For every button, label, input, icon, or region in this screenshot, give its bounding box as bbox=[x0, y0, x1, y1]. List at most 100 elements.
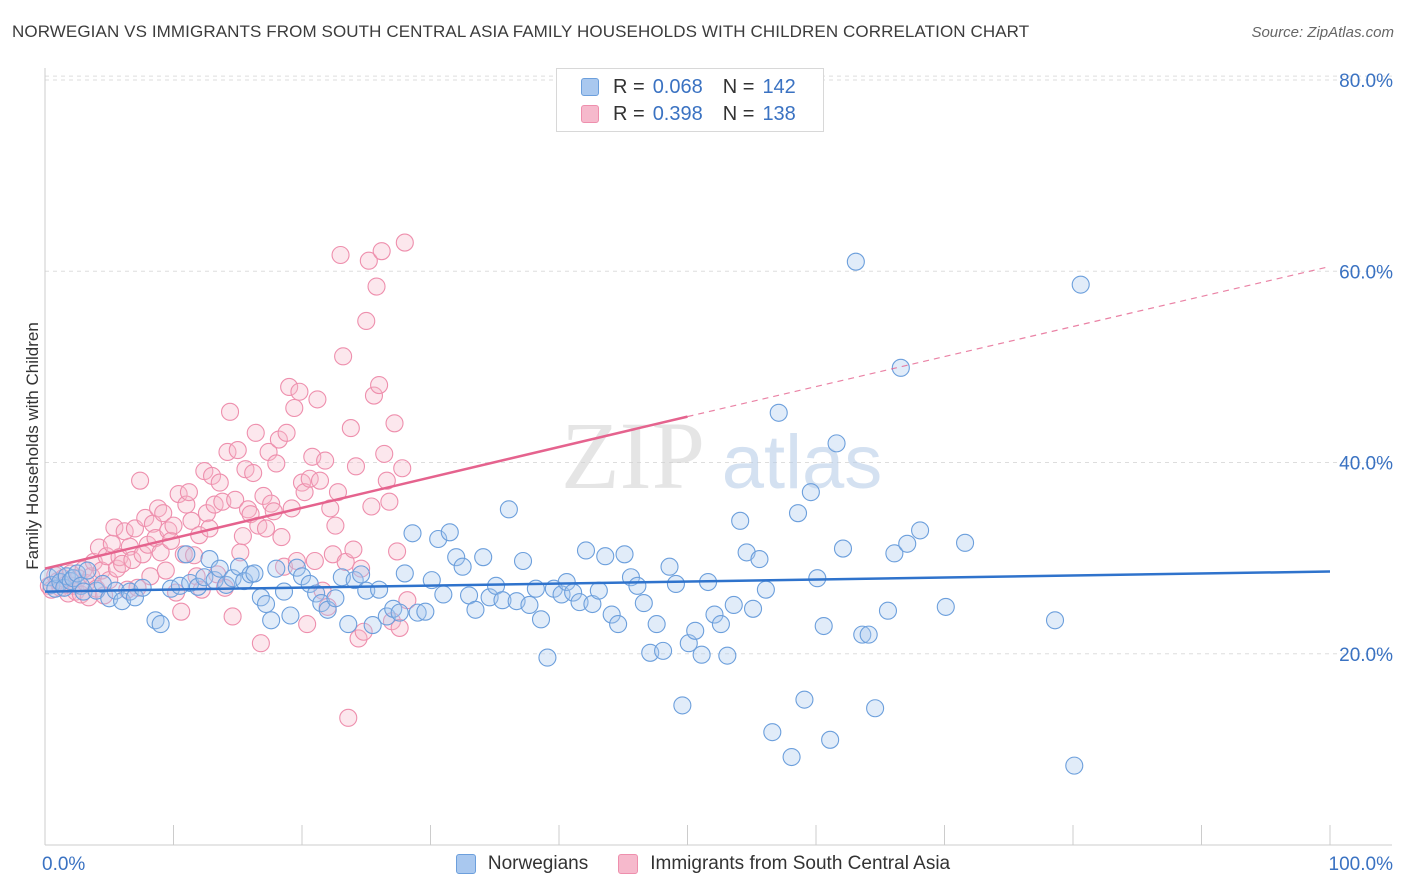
point-norwegians bbox=[307, 584, 326, 603]
point-norwegians bbox=[743, 599, 763, 618]
point-norwegians bbox=[262, 611, 281, 630]
point-immigrants bbox=[380, 492, 399, 511]
y-tick-label: 60.0% bbox=[1339, 262, 1393, 283]
point-norwegians bbox=[434, 585, 453, 604]
trend-line-immigrants bbox=[44, 415, 688, 570]
point-norwegians bbox=[292, 567, 312, 586]
point-norwegians bbox=[281, 606, 300, 625]
series-legend-norwegians[interactable]: Norwegians bbox=[455, 853, 589, 875]
point-norwegians bbox=[763, 723, 782, 742]
point-immigrants bbox=[295, 483, 314, 502]
chart-title: NORWEGIAN VS IMMIGRANTS FROM SOUTH CENTR… bbox=[12, 22, 1030, 41]
series-norwegians-points bbox=[39, 252, 1090, 775]
point-norwegians bbox=[151, 615, 170, 634]
point-norwegians bbox=[936, 597, 955, 616]
point-immigrants bbox=[210, 473, 229, 492]
legend-r-label: R = bbox=[613, 75, 645, 98]
point-immigrants bbox=[362, 497, 381, 516]
point-norwegians bbox=[589, 581, 608, 600]
y-tick-label: 80.0% bbox=[1339, 71, 1393, 92]
point-norwegians bbox=[1071, 275, 1090, 294]
point-immigrants bbox=[156, 561, 175, 580]
series-immigrants-points bbox=[39, 233, 417, 727]
point-norwegians bbox=[724, 595, 743, 615]
point-norwegians bbox=[557, 572, 576, 592]
point-norwegians bbox=[440, 523, 459, 542]
y-tick-label: 40.0% bbox=[1339, 454, 1393, 475]
point-norwegians bbox=[195, 568, 214, 587]
point-immigrants bbox=[244, 463, 263, 483]
legend-r-value: 0.398 bbox=[652, 102, 703, 125]
point-norwegians bbox=[692, 645, 711, 664]
watermark-zip: ZIP bbox=[561, 402, 705, 509]
point-immigrants bbox=[331, 245, 350, 265]
point-immigrants bbox=[290, 382, 309, 401]
point-norwegians bbox=[453, 557, 472, 576]
point-immigrants bbox=[254, 486, 273, 506]
point-norwegians bbox=[756, 580, 775, 599]
point-immigrants bbox=[113, 554, 132, 573]
series-legend-immigrants[interactable]: Immigrants from South Central Asia bbox=[618, 853, 950, 875]
point-norwegians bbox=[853, 625, 872, 644]
point-norwegians bbox=[287, 558, 306, 577]
point-immigrants bbox=[385, 414, 404, 433]
point-immigrants bbox=[395, 233, 414, 252]
point-immigrants bbox=[151, 543, 170, 562]
point-norwegians bbox=[466, 600, 485, 619]
point-immigrants bbox=[326, 516, 345, 535]
point-immigrants bbox=[164, 516, 183, 535]
legend-swatch-pink bbox=[581, 105, 599, 123]
point-norwegians bbox=[628, 576, 647, 595]
point-norwegians bbox=[576, 541, 596, 560]
point-immigrants bbox=[238, 500, 258, 519]
point-immigrants bbox=[359, 251, 378, 270]
point-norwegians bbox=[814, 616, 833, 636]
point-immigrants bbox=[123, 550, 142, 570]
point-norwegians bbox=[660, 557, 679, 576]
point-immigrants bbox=[223, 607, 242, 626]
point-norwegians bbox=[795, 690, 814, 709]
point-norwegians bbox=[395, 564, 414, 583]
point-immigrants bbox=[308, 390, 327, 409]
x-tick-label: 0.0% bbox=[42, 854, 85, 875]
point-norwegians bbox=[602, 605, 621, 624]
point-norwegians bbox=[821, 730, 840, 749]
point-immigrants bbox=[233, 527, 252, 546]
point-immigrants bbox=[172, 602, 191, 621]
point-immigrants bbox=[388, 542, 407, 561]
point-norwegians bbox=[339, 615, 358, 634]
point-norwegians bbox=[520, 595, 539, 615]
legend-row-norwegians: R = 0.068 N = 142 bbox=[581, 75, 796, 99]
point-norwegians bbox=[210, 559, 229, 578]
point-norwegians bbox=[531, 610, 551, 629]
point-norwegians bbox=[673, 696, 692, 715]
point-immigrants bbox=[256, 519, 276, 538]
point-immigrants bbox=[298, 615, 317, 634]
point-norwegians bbox=[788, 504, 808, 523]
point-norwegians bbox=[731, 511, 750, 530]
point-immigrants bbox=[228, 441, 247, 460]
point-norwegians bbox=[416, 602, 435, 621]
point-immigrants bbox=[354, 622, 373, 641]
point-norwegians bbox=[245, 564, 264, 583]
point-norwegians bbox=[312, 594, 331, 613]
tick-labels: 20.0% 40.0% 60.0% 80.0% 0.0% 100.0% bbox=[42, 71, 1393, 875]
legend-n-value: 142 bbox=[762, 75, 796, 98]
point-norwegians bbox=[1065, 756, 1084, 775]
point-immigrants bbox=[344, 540, 363, 559]
point-immigrants bbox=[305, 551, 324, 571]
point-norwegians bbox=[711, 615, 730, 634]
point-norwegians bbox=[885, 544, 904, 563]
series-legend-label: Norwegians bbox=[487, 853, 589, 874]
point-immigrants bbox=[328, 483, 348, 502]
point-norwegians bbox=[801, 483, 820, 502]
point-norwegians bbox=[833, 539, 853, 558]
point-immigrants bbox=[285, 398, 304, 418]
point-norwegians bbox=[363, 616, 382, 635]
point-norwegians bbox=[188, 577, 207, 596]
point-immigrants bbox=[179, 483, 198, 502]
series-legend-swatch-pink bbox=[618, 854, 639, 874]
point-immigrants bbox=[220, 402, 240, 421]
point-norwegians bbox=[499, 500, 518, 519]
